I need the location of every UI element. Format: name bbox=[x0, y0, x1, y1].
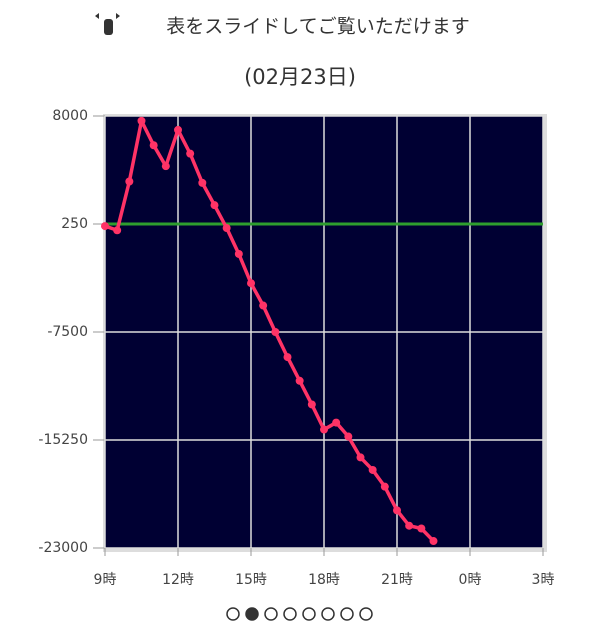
point bbox=[429, 537, 438, 546]
x-tick-label: 12時 bbox=[162, 572, 194, 588]
point bbox=[307, 400, 316, 409]
point bbox=[283, 353, 292, 362]
pager bbox=[226, 607, 373, 621]
point bbox=[320, 425, 328, 434]
page-dot[interactable] bbox=[226, 607, 240, 621]
page-dot[interactable] bbox=[321, 607, 335, 621]
point bbox=[174, 125, 182, 134]
x-tick-label: 21時 bbox=[381, 572, 413, 588]
page-dot[interactable] bbox=[340, 607, 354, 621]
page-dot[interactable] bbox=[359, 607, 373, 621]
x-tick-label: 18時 bbox=[308, 572, 340, 588]
y-tick-label: -7500 bbox=[47, 324, 88, 340]
y-tick-label: 250 bbox=[61, 216, 88, 232]
point bbox=[405, 521, 414, 530]
point bbox=[271, 328, 280, 336]
point bbox=[222, 224, 231, 233]
x-tick-label: 3時 bbox=[532, 572, 555, 588]
point bbox=[247, 279, 255, 288]
point bbox=[149, 141, 158, 150]
point bbox=[393, 506, 401, 515]
point bbox=[356, 453, 365, 462]
point bbox=[198, 178, 207, 187]
x-tick-label: 15時 bbox=[235, 572, 267, 588]
page-dot[interactable] bbox=[283, 607, 297, 621]
chart-title: (02月23日) bbox=[244, 65, 356, 89]
page-dot-active[interactable] bbox=[245, 607, 259, 621]
x-tick-label: 9時 bbox=[94, 572, 117, 588]
y-tick-label: -23000 bbox=[38, 540, 88, 556]
swipe-icon bbox=[95, 13, 120, 35]
point bbox=[186, 149, 195, 158]
point bbox=[113, 226, 122, 235]
point bbox=[101, 222, 109, 231]
point bbox=[295, 376, 304, 385]
point bbox=[368, 465, 377, 474]
point bbox=[234, 249, 243, 258]
y-tick-label: -15250 bbox=[38, 432, 88, 448]
x-tick-label: 0時 bbox=[459, 572, 482, 588]
point bbox=[161, 162, 170, 171]
page-dot[interactable] bbox=[302, 607, 316, 621]
point bbox=[137, 116, 146, 125]
point bbox=[125, 177, 134, 186]
line bbox=[104, 119, 435, 543]
point bbox=[380, 482, 389, 491]
point bbox=[344, 432, 353, 441]
point bbox=[259, 301, 268, 310]
point bbox=[417, 524, 426, 533]
point bbox=[332, 418, 341, 427]
page-dot[interactable] bbox=[264, 607, 278, 621]
header-text: 表をスライドしてご覧いただけます bbox=[166, 16, 469, 38]
y-tick-label: 8000 bbox=[52, 108, 88, 124]
point bbox=[210, 201, 219, 210]
